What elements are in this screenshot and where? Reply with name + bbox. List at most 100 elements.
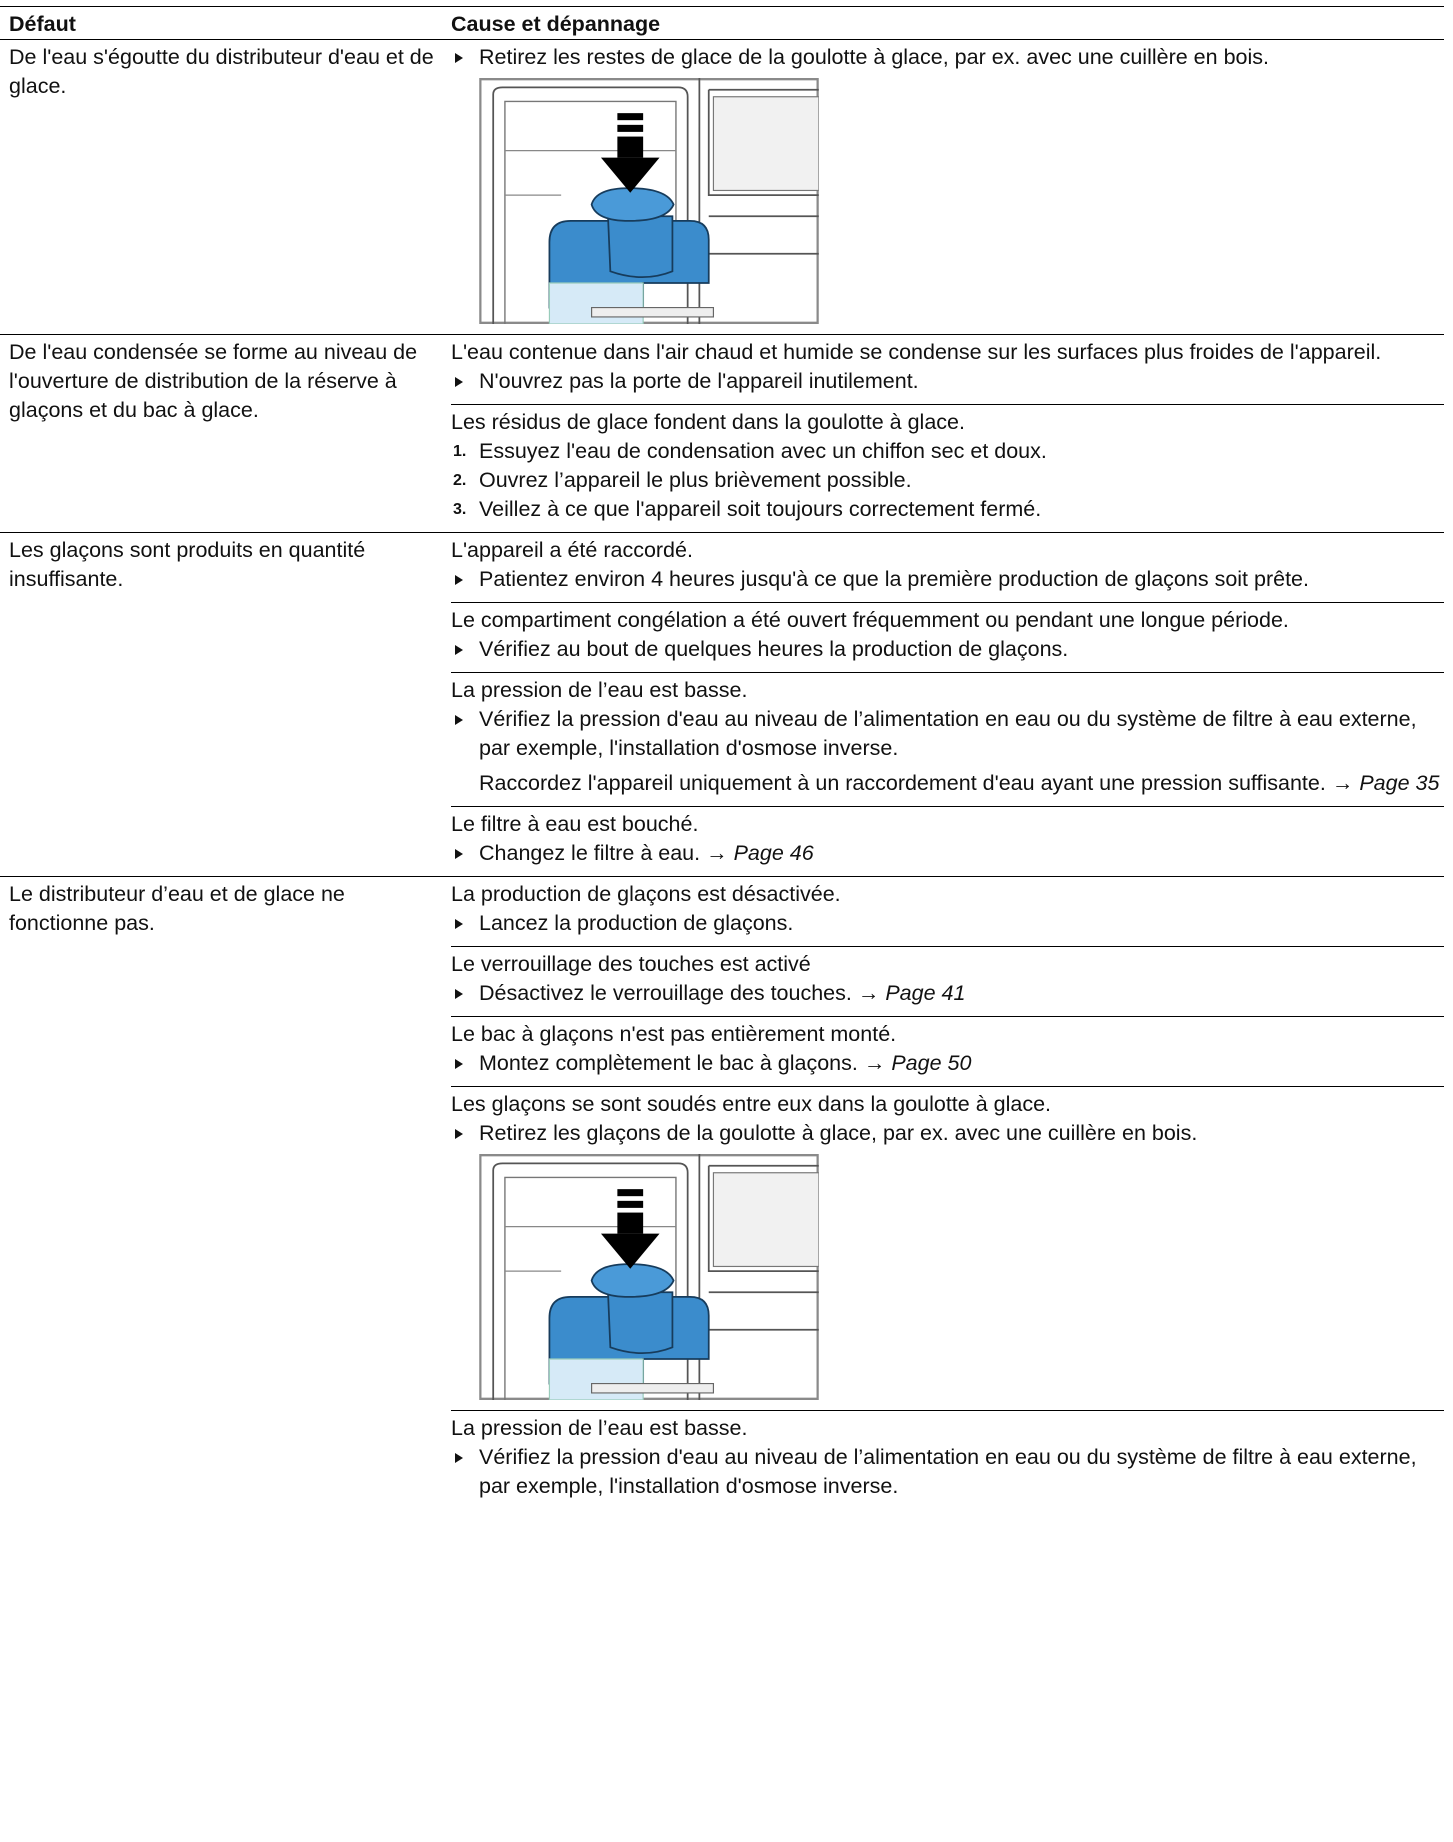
bullet — [451, 635, 479, 664]
step: Lancez la production de glaçons. — [451, 909, 1444, 938]
header-row: Défaut Cause et dépannage — [0, 6, 1444, 39]
link-arrow: → — [863, 1051, 886, 1075]
bullet — [451, 839, 479, 868]
bullet — [451, 43, 479, 72]
step: Vérifiez au bout de quelques heures la p… — [451, 635, 1444, 664]
fault-text: Le distributeur d’eau et de glace ne fon… — [9, 882, 345, 935]
bullet — [451, 1119, 479, 1148]
step-body: Veillez à ce que l'appareil soit toujour… — [479, 495, 1041, 524]
step-body: Retirez les glaçons de la goulotte à gla… — [479, 1119, 1197, 1148]
cause-text: L'appareil a été raccordé. — [451, 538, 693, 562]
fault-text: De l'eau condensée se forme au niveau de… — [9, 340, 418, 422]
table-row: Le distributeur d’eau et de glace ne fon… — [0, 876, 1444, 1509]
cause-block: Le compartiment congélation a été ouvert… — [451, 602, 1444, 672]
step-text: Patientez environ 4 heures jusqu'à ce qu… — [479, 567, 1309, 591]
table-row: Les glaçons sont produits en quantité in… — [0, 532, 1444, 876]
bullet — [451, 979, 479, 1008]
illustration — [479, 78, 819, 324]
bullet — [451, 1443, 479, 1501]
page-link: Page 41 — [885, 981, 966, 1005]
step-body: Vérifiez au bout de quelques heures la p… — [479, 635, 1068, 664]
cause-block: Le filtre à eau est bouché. Changez le fi… — [451, 806, 1444, 876]
step: 2. Ouvrez l’appareil le plus brièvement p… — [451, 466, 1444, 495]
cause-text: Le verrouillage des touches est activé — [451, 952, 811, 976]
step: Vérifiez la pression d'eau au niveau de … — [451, 705, 1444, 763]
cause-block: L'appareil a été raccordé. Patientez envi… — [451, 533, 1444, 602]
cause-block: La pression de l’eau est basse. Vérifiez … — [451, 672, 1444, 806]
step-text: Désactivez le verrouillage des touches. — [479, 981, 852, 1005]
cause-text: Les glaçons se sont soudés entre eux dan… — [451, 1092, 1052, 1116]
table-row: De l'eau s'égoutte du distributeur d'eau… — [0, 39, 1444, 334]
step: 1. Essuyez l'eau de condensation avec un … — [451, 437, 1444, 466]
cause-block: L'eau contenue dans l'air chaud et humid… — [451, 335, 1444, 404]
cause-block: Les résidus de glace fondent dans la gou… — [451, 404, 1444, 532]
bullet — [451, 367, 479, 396]
step-number: 3. — [453, 501, 467, 518]
step-text: Retirez les restes de glace de la goulot… — [479, 45, 1269, 69]
step-text: Raccordez l'appareil uniquement à un rac… — [479, 771, 1326, 795]
step-number: 1. — [453, 443, 467, 460]
cause-block: Le verrouillage des touches est activé Dé… — [451, 946, 1444, 1016]
step-text: Ouvrez l’appareil le plus brièvement pos… — [479, 468, 912, 492]
header-cell: Cause et dépannage — [451, 12, 661, 36]
fault-text: Les glaçons sont produits en quantité in… — [9, 538, 366, 591]
step-body: Désactivez le verrouillage des touches. … — [479, 979, 965, 1008]
step-body: N'ouvrez pas la porte de l'appareil inut… — [479, 367, 919, 396]
step-text: Changez le filtre à eau. — [479, 841, 701, 865]
step: Désactivez le verrouillage des touches. … — [451, 979, 1444, 1008]
link-arrow: → — [857, 981, 880, 1005]
step: Patientez environ 4 heures jusqu'à ce qu… — [451, 565, 1444, 594]
page-link: Page 46 — [733, 841, 814, 865]
step: Montez complètement le bac à glaçons. → … — [451, 1049, 1444, 1078]
page-link: Page 35 — [1359, 771, 1440, 795]
cause-block: La production de glaçons est désactivée.… — [451, 877, 1444, 946]
cause-text: La production de glaçons est désactivée. — [451, 882, 841, 906]
step: Raccordez l'appareil uniquement à un rac… — [451, 769, 1444, 798]
step-text: Veillez à ce que l'appareil soit toujour… — [479, 497, 1042, 521]
bullet — [451, 769, 479, 798]
header-cell: Défaut — [9, 12, 76, 36]
causes-cell: L'appareil a été raccordé. Patientez envi… — [451, 533, 1444, 876]
step-text: Lancez la production de glaçons. — [479, 911, 794, 935]
cause-text: La pression de l’eau est basse. — [451, 1416, 748, 1440]
cause-block: Retirez les restes de glace de la goulot… — [451, 40, 1444, 334]
step: Changez le filtre à eau. → Page 46 — [451, 839, 1444, 868]
troubleshooting-table: Défaut Cause et dépannage De l'eau s'égo… — [0, 6, 1444, 1509]
step-text: Retirez les glaçons de la goulotte à gla… — [479, 1121, 1198, 1145]
bullet — [451, 909, 479, 938]
cause-block: Le bac à glaçons n'est pas entièrement m… — [451, 1016, 1444, 1086]
step: Vérifiez la pression d'eau au niveau de … — [451, 1443, 1444, 1501]
step-text: Montez complètement le bac à glaçons. — [479, 1051, 858, 1075]
bullet — [451, 705, 479, 763]
step-body: Montez complètement le bac à glaçons. → … — [479, 1049, 971, 1078]
bullet — [451, 565, 479, 594]
step-body: Ouvrez l’appareil le plus brièvement pos… — [479, 466, 912, 495]
link-arrow: → — [1331, 771, 1354, 795]
step: Retirez les glaçons de la goulotte à gla… — [451, 1119, 1444, 1148]
step-body: Raccordez l'appareil uniquement à un rac… — [479, 769, 1439, 798]
cause-text: L'eau contenue dans l'air chaud et humid… — [451, 340, 1382, 364]
step: 3. Veillez à ce que l'appareil soit toujo… — [451, 495, 1444, 524]
page-link: Page 50 — [891, 1051, 972, 1075]
step: Retirez les restes de glace de la goulot… — [451, 43, 1444, 72]
step-text: Essuyez l'eau de condensation avec un ch… — [479, 439, 1047, 463]
cause-text: Le compartiment congélation a été ouvert… — [451, 608, 1289, 632]
step-text: Vérifiez au bout de quelques heures la p… — [479, 637, 1069, 661]
illustration — [479, 1154, 819, 1400]
cause-text: La pression de l’eau est basse. — [451, 678, 748, 702]
cause-block: Les glaçons se sont soudés entre eux dan… — [451, 1086, 1444, 1410]
step-body: Patientez environ 4 heures jusqu'à ce qu… — [479, 565, 1309, 594]
step-text: N'ouvrez pas la porte de l'appareil inut… — [479, 369, 919, 393]
step: N'ouvrez pas la porte de l'appareil inut… — [451, 367, 1444, 396]
cause-text: Le bac à glaçons n'est pas entièrement m… — [451, 1022, 897, 1046]
step-text: Vérifiez la pression d'eau au niveau de … — [479, 707, 1417, 760]
step-body: Retirez les restes de glace de la goulot… — [479, 43, 1269, 72]
causes-cell: Retirez les restes de glace de la goulot… — [451, 40, 1444, 334]
table-row: De l'eau condensée se forme au niveau de… — [0, 334, 1444, 532]
step-body: Vérifiez la pression d'eau au niveau de … — [479, 1443, 1444, 1501]
step-body: Changez le filtre à eau. → Page 46 — [479, 839, 814, 868]
causes-cell: La production de glaçons est désactivée.… — [451, 877, 1444, 1509]
step-number: 2. — [453, 472, 467, 489]
causes-cell: L'eau contenue dans l'air chaud et humid… — [451, 335, 1444, 532]
